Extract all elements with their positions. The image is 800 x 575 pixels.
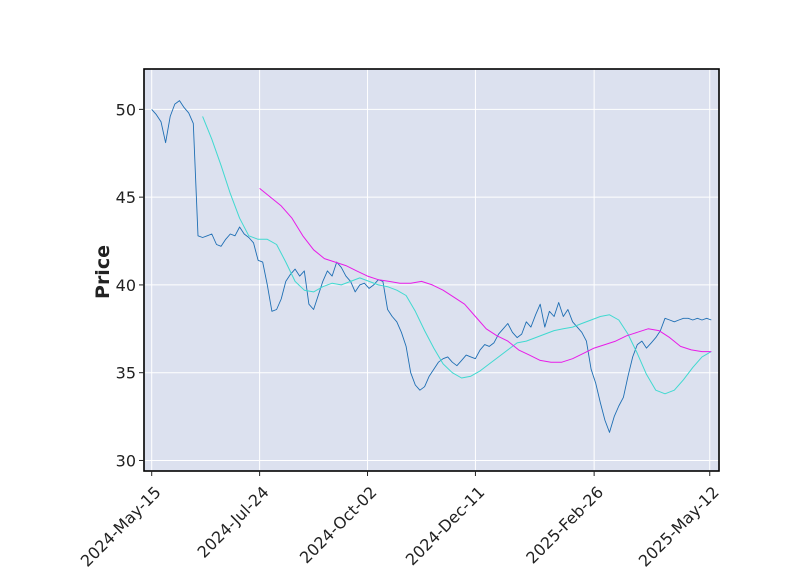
y-tick-label: 30 [116,451,136,470]
x-tick-label: 2024-Dec-11 [402,483,489,570]
series-line-ma-long [259,188,712,363]
plot-frame [143,68,720,472]
x-tick-label: 2024-Jul-24 [194,483,273,562]
series-lines [151,100,712,433]
series-line-price [151,100,712,433]
x-tick-label: 2025-May-12 [635,483,723,571]
grid-lines [144,69,719,471]
y-axis-title: Price [92,245,114,299]
y-tick-label: 45 [116,188,136,207]
x-tick-label: 2025-Feb-26 [522,483,607,568]
series-line-ma-short [202,116,712,395]
y-tick-label: 35 [116,364,136,383]
plot-background [144,69,719,471]
y-tick-label: 40 [116,276,136,295]
x-tick-label: 2024-May-15 [77,483,165,571]
y-tick-label: 50 [116,100,136,119]
x-tick-label: 2024-Oct-02 [296,483,381,568]
